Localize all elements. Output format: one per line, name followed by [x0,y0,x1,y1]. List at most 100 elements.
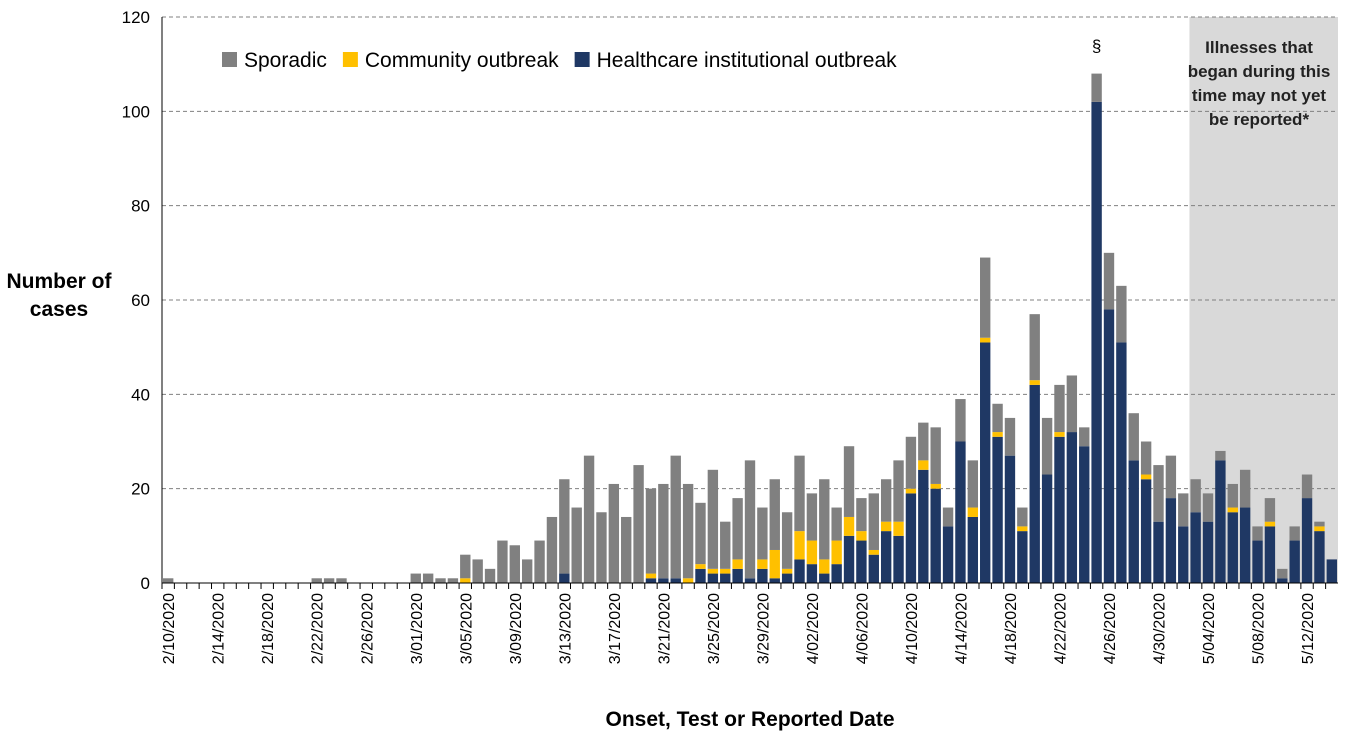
bar-segment [1116,285,1127,343]
bar-segment [435,578,446,583]
bar-segment [1289,526,1300,541]
bar-segment [880,479,892,522]
bar-segment [1239,469,1251,508]
bar-segment [707,469,719,569]
legend-label: Healthcare institutional outbreak [597,49,898,72]
bar-segment [1264,526,1276,583]
x-tick-label: 4/26/2020 [1102,593,1119,664]
bar-segment [534,540,545,583]
bar-segment [843,516,855,536]
y-axis-title: Number of cases [6,270,112,321]
x-tick-label: 4/22/2020 [1052,593,1069,664]
bar-segment [893,521,904,536]
bar-segment [856,531,867,541]
x-tick-label: 5/08/2020 [1251,593,1268,664]
x-tick-label: 4/10/2020 [904,593,921,664]
bar-segment [1079,446,1090,583]
bar-segment [781,568,793,574]
bar-segment [769,479,780,550]
bar-segment [1054,436,1065,583]
bar-segment [559,479,570,574]
bar-segment [980,257,991,338]
bar-segment [819,559,830,574]
bar-segment [980,337,991,343]
bar-segment [1103,252,1115,310]
bar-segment [868,549,879,555]
bar-segment [967,516,979,583]
bar-segment [843,535,855,583]
bar-segment [992,403,1003,433]
bar-segment [930,427,941,484]
bar-segment [1091,73,1102,102]
x-tick-label: 4/30/2020 [1152,593,1169,664]
x-tick-label: 4/02/2020 [805,593,822,664]
bar-segment [732,498,743,560]
bar-segment [1116,342,1127,583]
bar-segment [658,578,669,583]
bar-segment [484,568,496,583]
bar-segment [918,422,929,461]
bar-segment [682,578,694,583]
bar-segment [942,526,954,583]
bar-segment [1091,101,1102,584]
bar-segment [521,559,533,583]
bar-segment [695,568,706,583]
bar-segment [880,531,892,583]
bar-segment [608,483,620,583]
bar-segment [497,540,508,583]
bar-segment [918,469,929,583]
bar-segment [856,540,867,583]
x-tick-label: 2/18/2020 [260,593,277,664]
y-tick-label: 60 [131,291,150,310]
bar-segment [1054,384,1065,433]
bar-segment [880,521,892,532]
bar-segment [1079,427,1090,447]
bar-segment [670,455,681,579]
bar-segment [930,488,941,583]
bar-segment [980,342,991,583]
bar-segment [905,493,917,583]
bar-segment [163,578,174,583]
y-tick-label: 100 [122,102,150,121]
bar-segment [1004,417,1016,456]
bar-segment [955,399,966,442]
bar-segment [559,573,570,583]
x-tick-label: 3/25/2020 [706,593,723,664]
bar-segment [720,568,731,574]
bar-segment [893,535,904,583]
bar-segment [1301,498,1313,583]
bar-segment [645,578,657,583]
bar-segment [757,568,768,583]
bar-segment [472,559,483,583]
bar-segment [1140,441,1152,475]
peak-annotation: § [1092,37,1101,56]
bar-segment [1140,479,1152,583]
bar-segment [1190,512,1201,583]
bar-segment [645,488,657,574]
x-tick-label: 2/10/2020 [161,593,178,664]
bar-segment [905,488,917,494]
bar-segment [744,578,756,583]
bar-segment [781,512,793,569]
bar-segment [868,493,879,550]
y-tick-label: 20 [131,480,150,499]
bar-segment [1004,455,1016,583]
bar-segment [732,568,743,583]
bar-segment [447,578,459,583]
bar-segment [1202,493,1214,522]
bar-segment [843,446,855,517]
bar-segment [1277,578,1288,583]
bar-segment [1165,455,1177,499]
bar-segment [695,564,706,569]
bar-segment [1029,380,1040,385]
bar-segment [509,545,520,583]
bar-segment [942,507,954,527]
x-tick-label: 3/17/2020 [607,593,624,664]
bar-segment [460,578,471,583]
bar-segment [893,460,904,522]
bar-segment [819,573,830,583]
bar-segment [1178,526,1189,583]
bar-segment [1017,531,1028,583]
bar-segment [769,578,780,583]
